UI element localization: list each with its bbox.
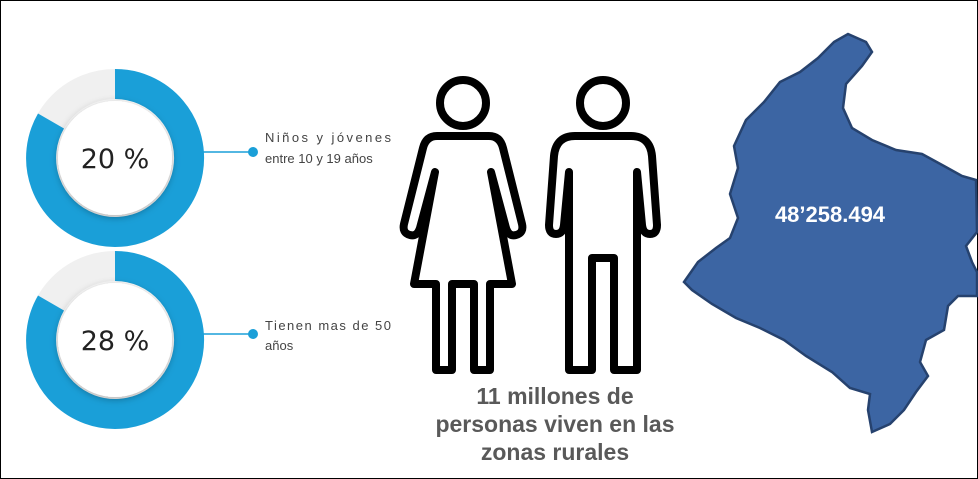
man-icon — [545, 76, 661, 374]
stat-label: 20 % — [81, 144, 150, 175]
woman-icon — [399, 76, 527, 374]
rural-text: 11 millones de — [476, 383, 633, 409]
caption: Niños y jóvenes — [265, 130, 392, 145]
caption: Tienen mas de 50 — [265, 318, 391, 333]
population: 48’258.494 — [775, 202, 886, 227]
donut: 20 % — [26, 69, 205, 247]
stat-label: 28 % — [81, 326, 150, 357]
connector-dot — [248, 329, 258, 339]
map — [682, 32, 978, 434]
donut: 28 % — [26, 251, 205, 429]
rural-text: zonas rurales — [481, 439, 629, 465]
caption: entre 10 y 19 años — [265, 151, 373, 166]
rural-text: personas viven en las — [435, 411, 674, 437]
caption: años — [265, 338, 294, 353]
connector-dot — [248, 147, 258, 157]
